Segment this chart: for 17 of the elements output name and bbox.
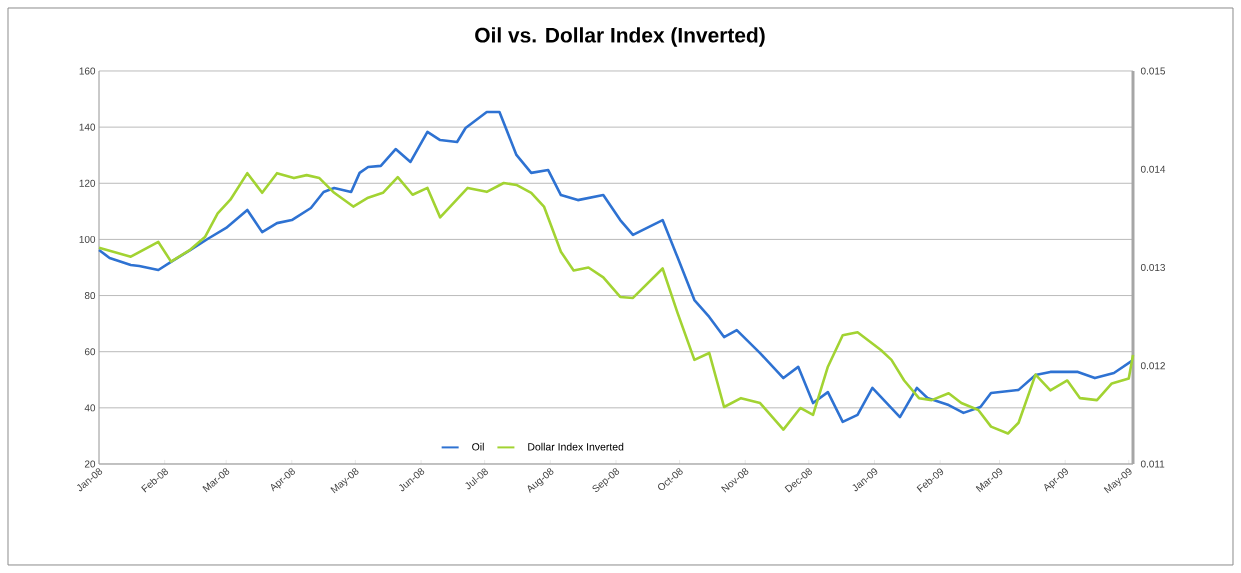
y-tick-label: 20 [84,460,96,468]
legend-label: Oil [472,442,484,451]
y-tick-label: 40 [84,404,96,412]
y2-tick-label: 0.015 [1140,67,1166,75]
legend-label: Dollar Index Inverted [528,442,624,451]
y-tick-label: 120 [79,179,96,187]
y2-tick-label: 0.011 [1140,460,1165,468]
chart-title: Oil vs. Dollar Index (Inverted) [475,27,765,47]
y2-tick-label: 0.014 [1140,165,1166,173]
y2-tick-label: 0.012 [1140,362,1165,370]
line-series [97,171,1135,435]
y-tick-label: 80 [84,292,96,300]
y-tick-label: 160 [79,67,96,75]
y2-tick-label: 0.013 [1140,263,1166,272]
y-tick-label: 100 [79,235,96,243]
y-tick-label: 140 [79,123,96,131]
y-tick-label: 60 [84,348,96,356]
